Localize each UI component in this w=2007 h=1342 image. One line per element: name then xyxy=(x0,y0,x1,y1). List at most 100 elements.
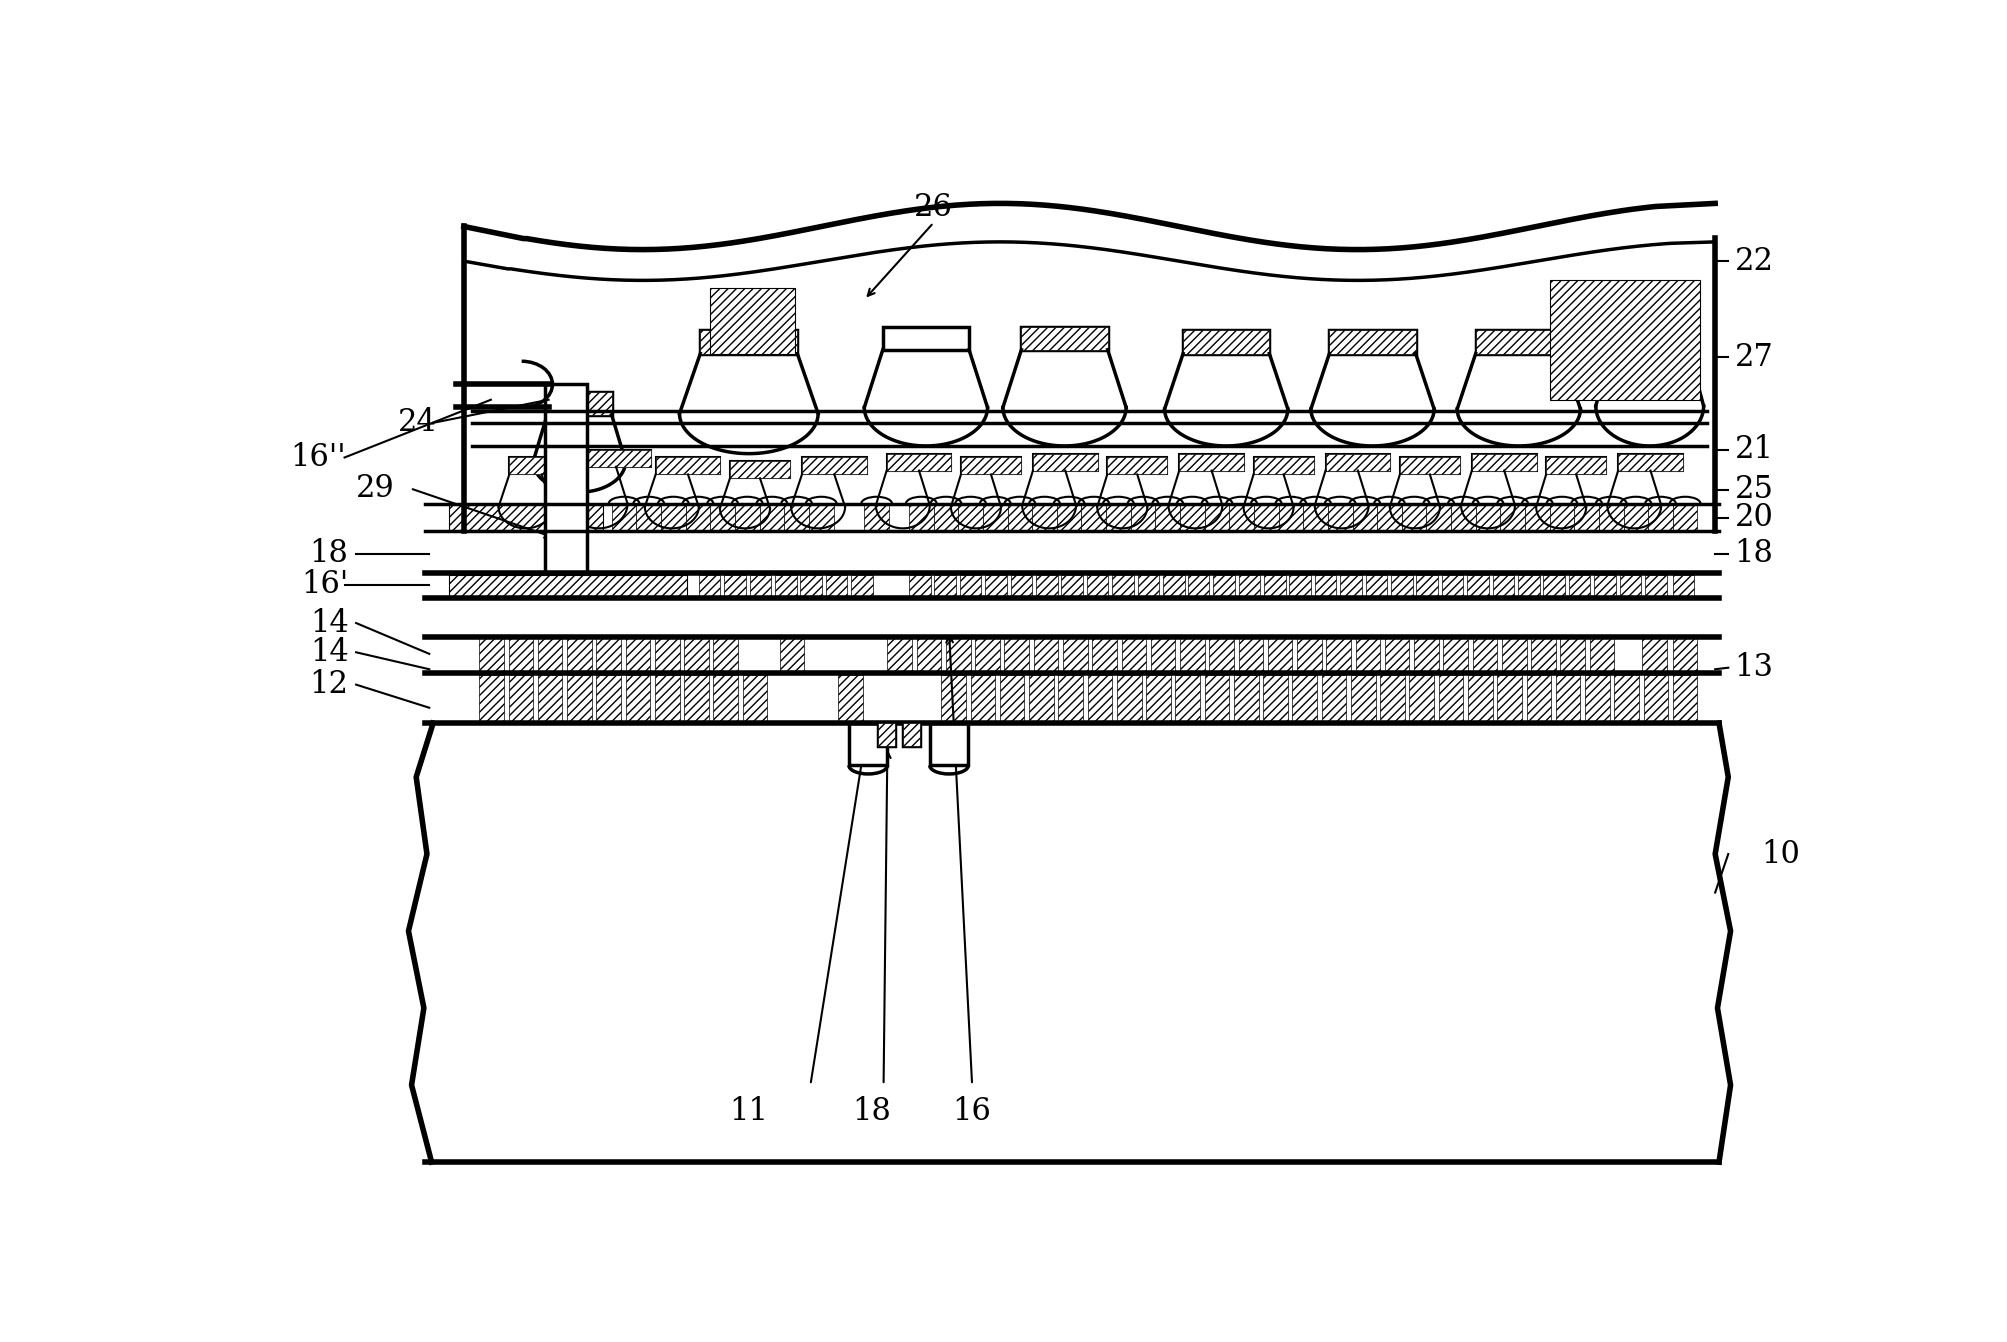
Bar xyxy=(1672,505,1696,530)
Bar xyxy=(775,574,797,597)
Bar xyxy=(1036,574,1058,597)
Bar xyxy=(1475,505,1499,530)
Bar xyxy=(1471,639,1497,671)
Bar xyxy=(801,574,821,597)
Bar xyxy=(929,723,967,765)
Bar xyxy=(1594,574,1616,597)
Bar xyxy=(1032,454,1098,471)
Bar xyxy=(1523,505,1549,530)
Bar xyxy=(1475,330,1561,353)
Text: 11: 11 xyxy=(729,1096,769,1127)
Bar xyxy=(975,639,999,671)
Bar xyxy=(1086,574,1108,597)
Text: 20: 20 xyxy=(1734,502,1772,533)
Bar xyxy=(1010,574,1032,597)
Bar xyxy=(933,574,955,597)
Bar xyxy=(1531,639,1555,671)
Bar xyxy=(1555,675,1580,722)
Bar xyxy=(1112,574,1134,597)
Bar xyxy=(710,289,795,353)
Bar xyxy=(801,458,867,475)
Bar xyxy=(1056,505,1082,530)
Bar xyxy=(1252,458,1313,475)
Bar xyxy=(712,639,739,671)
Bar xyxy=(480,675,504,722)
Bar xyxy=(654,675,678,722)
Bar xyxy=(1315,574,1337,597)
Bar xyxy=(1266,639,1293,671)
Bar xyxy=(448,505,602,530)
Bar xyxy=(1379,675,1405,722)
Bar xyxy=(510,458,574,475)
Bar xyxy=(1204,675,1228,722)
Bar xyxy=(1327,639,1351,671)
Bar xyxy=(1325,454,1389,471)
Bar xyxy=(941,675,965,722)
Bar xyxy=(566,639,592,671)
Bar xyxy=(1549,505,1573,530)
Bar xyxy=(1467,675,1491,722)
Bar xyxy=(749,574,771,597)
Bar xyxy=(1088,675,1112,722)
Bar xyxy=(1598,505,1624,530)
Bar xyxy=(1130,505,1154,530)
Text: 18: 18 xyxy=(853,1096,891,1127)
Bar xyxy=(1672,574,1694,597)
Bar xyxy=(538,675,562,722)
Bar xyxy=(1644,675,1668,722)
Bar xyxy=(544,384,586,573)
Bar xyxy=(1648,505,1672,530)
Bar xyxy=(1297,639,1321,671)
Bar xyxy=(1672,675,1696,722)
Bar xyxy=(1122,639,1146,671)
Text: 14: 14 xyxy=(309,637,349,668)
Bar xyxy=(546,392,612,415)
Bar xyxy=(743,675,767,722)
Bar xyxy=(1327,505,1353,530)
Bar xyxy=(612,505,636,530)
Bar xyxy=(1146,675,1170,722)
Bar xyxy=(1385,639,1409,671)
Bar xyxy=(1517,574,1539,597)
Bar xyxy=(1339,574,1361,597)
Bar xyxy=(1525,675,1549,722)
Bar xyxy=(1238,639,1262,671)
Bar xyxy=(1022,326,1108,350)
Bar xyxy=(1590,639,1614,671)
Bar xyxy=(1441,574,1463,597)
Text: 18: 18 xyxy=(1734,538,1772,569)
Bar xyxy=(1182,330,1268,353)
Text: 22: 22 xyxy=(1734,246,1772,276)
Bar xyxy=(1401,505,1425,530)
Text: 14: 14 xyxy=(309,608,349,639)
Bar xyxy=(1082,505,1106,530)
Bar xyxy=(985,574,1006,597)
Bar xyxy=(1329,330,1415,353)
Bar xyxy=(725,574,745,597)
Bar xyxy=(582,450,650,467)
Bar xyxy=(731,462,789,478)
Bar xyxy=(510,458,574,475)
Bar xyxy=(825,574,847,597)
Bar xyxy=(999,675,1024,722)
Bar xyxy=(508,639,534,671)
Bar xyxy=(710,505,735,530)
Text: 26: 26 xyxy=(913,192,953,223)
Bar xyxy=(582,450,650,467)
Bar xyxy=(1228,505,1252,530)
Bar xyxy=(1672,639,1696,671)
Bar xyxy=(1162,574,1184,597)
Bar xyxy=(1116,675,1140,722)
Bar xyxy=(626,639,650,671)
Bar xyxy=(596,639,620,671)
Bar xyxy=(1499,505,1523,530)
Bar xyxy=(1391,574,1411,597)
Bar xyxy=(1092,639,1116,671)
Bar xyxy=(1439,675,1463,722)
Bar xyxy=(448,574,686,597)
Bar xyxy=(1409,675,1433,722)
Bar xyxy=(837,675,863,722)
Bar xyxy=(1618,454,1682,471)
Bar xyxy=(785,505,809,530)
Bar xyxy=(1475,330,1561,353)
